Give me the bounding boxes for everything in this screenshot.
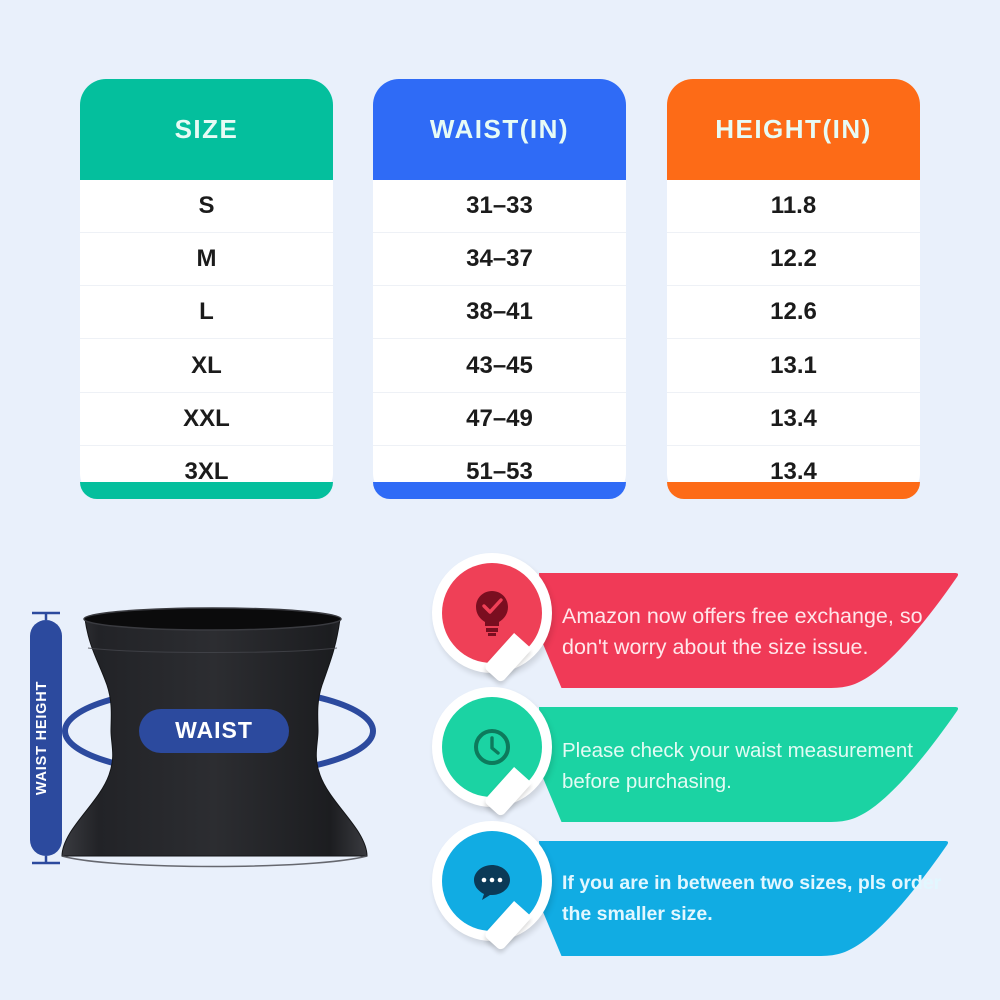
svg-text:WAIST HEIGHT: WAIST HEIGHT: [34, 681, 50, 795]
svg-text:WAIST: WAIST: [175, 717, 253, 743]
svg-text:Amazon now offers free exchang: Amazon now offers free exchange, so: [562, 604, 923, 628]
svg-text:If you are in between two size: If you are in between two sizes, pls ord…: [562, 872, 942, 894]
svg-text:don't worry about the size iss: don't worry about the size issue.: [562, 635, 868, 659]
svg-text:the smaller size.: the smaller size.: [562, 903, 713, 925]
svg-text:Please check your waist measur: Please check your waist measurement: [562, 739, 913, 762]
svg-text:before purchasing.: before purchasing.: [562, 770, 732, 793]
